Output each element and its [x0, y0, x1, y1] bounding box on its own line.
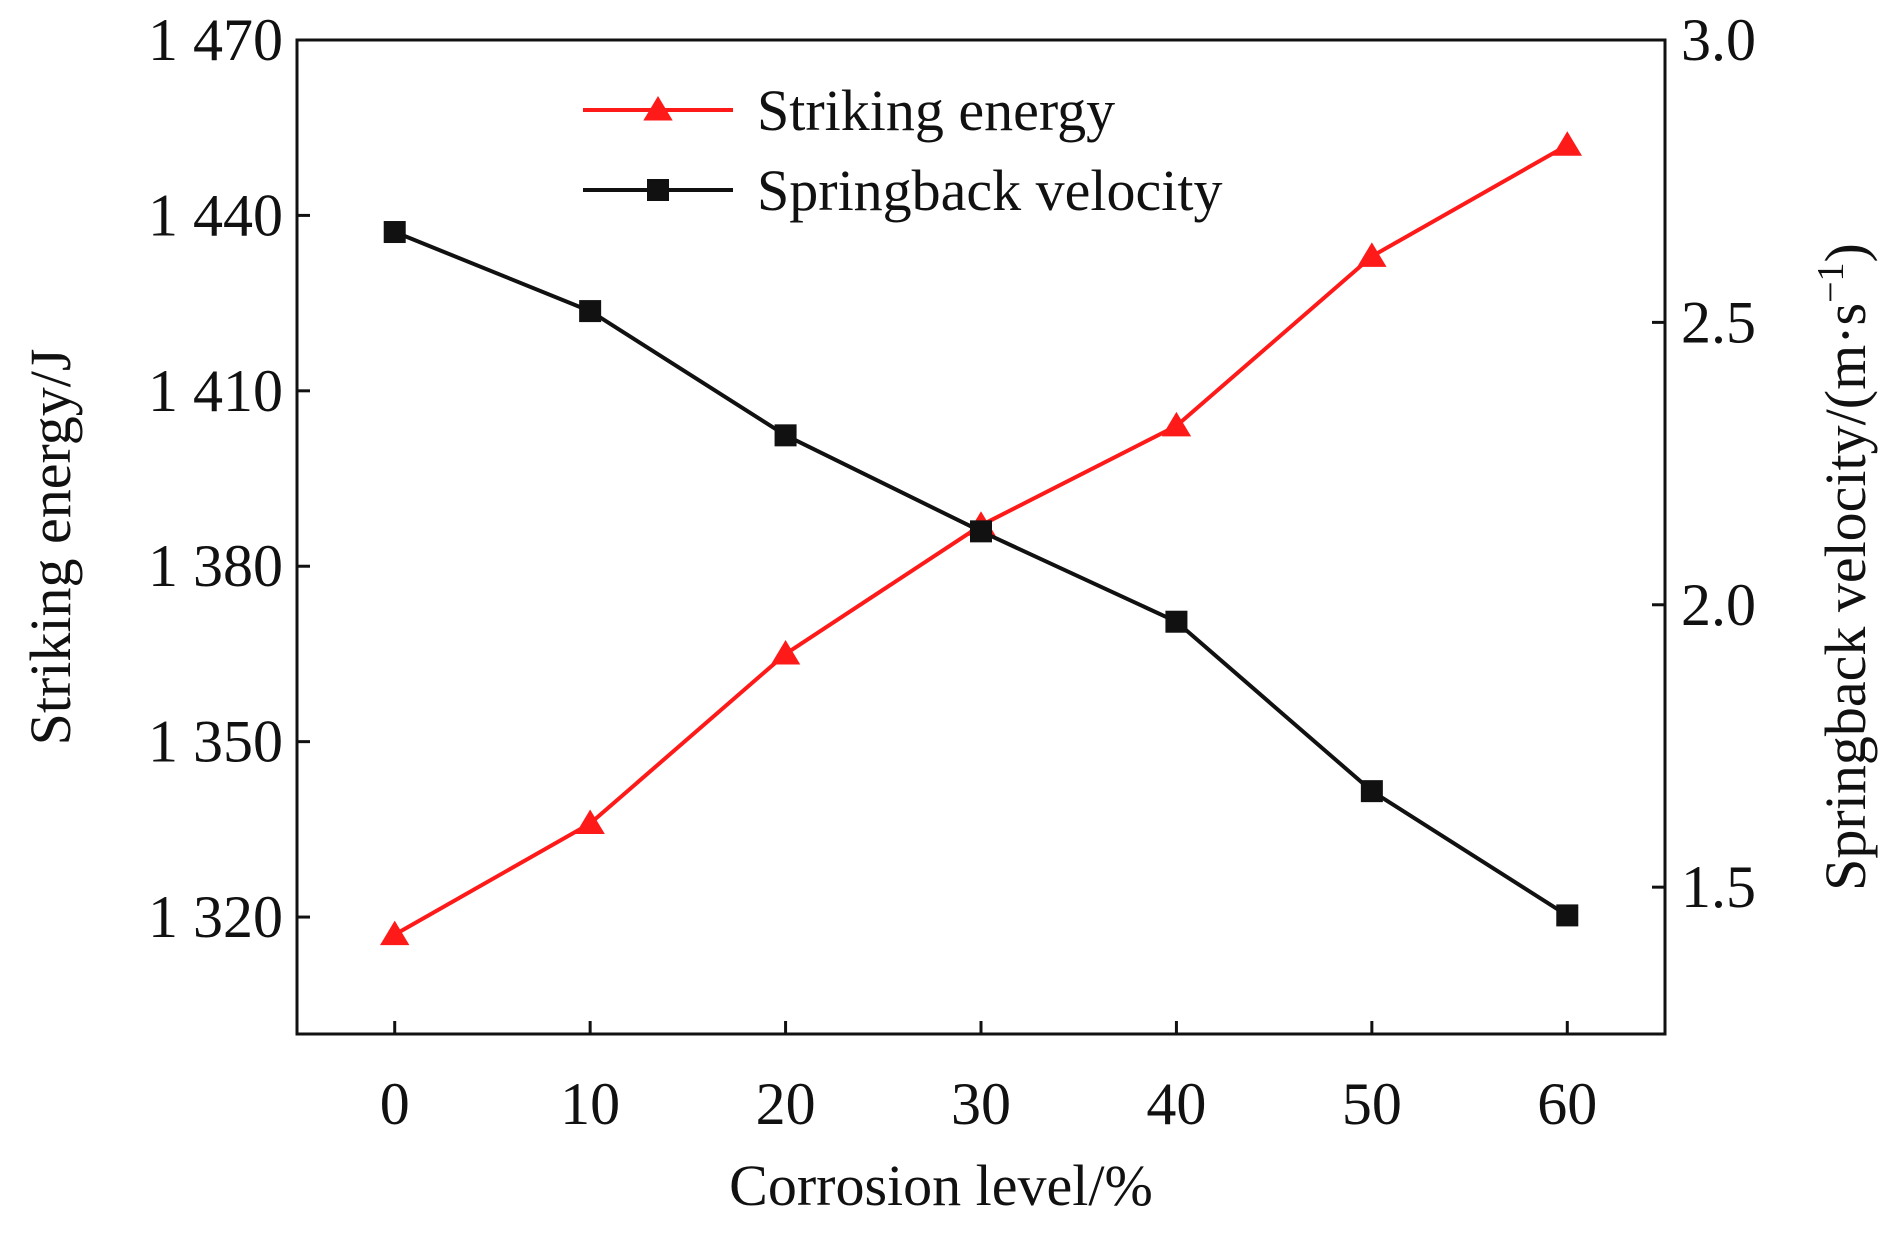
- legend-marker-triangle: [643, 96, 673, 121]
- series-line-springback-velocity: [393, 230, 1569, 918]
- y-right-tick-label: 2.0: [1681, 572, 1756, 638]
- data-point-square: [579, 300, 602, 323]
- x-tick-label: 20: [756, 1071, 816, 1137]
- series-layer: [380, 131, 1582, 946]
- axes-layer: 0 10 20 30 40 50 60 1 320 1 350 1 380 1 410 1 440 1 …: [148, 7, 1756, 1137]
- y-left-tick-label: 1 380: [148, 533, 283, 599]
- legend-marker-square: [647, 179, 669, 201]
- data-point-square: [1165, 610, 1188, 633]
- x-tick-label: 30: [951, 1071, 1011, 1137]
- x-tick-label: 0: [380, 1071, 410, 1137]
- x-tick-label: 10: [560, 1071, 620, 1137]
- y-left-tick-label: 1 470: [148, 7, 283, 73]
- x-tick-label: 40: [1146, 1071, 1206, 1137]
- data-point-triangle: [1161, 411, 1192, 437]
- y-axis-left-title: Striking energy/J: [18, 349, 83, 746]
- y-left-tick-label: 1 350: [148, 709, 283, 775]
- legend-label-springback-velocity: Springback velocity: [757, 158, 1223, 223]
- data-point-triangle: [1357, 242, 1387, 267]
- data-point-triangle: [575, 809, 605, 835]
- y-axis-right-title: Springback velocity/(m·s−1): [1810, 243, 1878, 891]
- data-point-square: [970, 520, 992, 543]
- data-point-triangle: [1552, 131, 1582, 156]
- legend: Striking energy Springback velocity: [583, 78, 1223, 223]
- y-right-tick-label: 2.5: [1681, 289, 1756, 355]
- legend-label-striking-energy: Striking energy: [757, 78, 1115, 143]
- y-axis-right-title-superscript: −1: [1810, 262, 1852, 302]
- data-point-square: [774, 424, 797, 447]
- x-axis-title: Corrosion level/%: [729, 1153, 1153, 1218]
- y-left-tick-label: 1 440: [148, 182, 283, 248]
- y-axis-right-title-close: ): [1813, 243, 1878, 262]
- data-point-triangle: [380, 920, 410, 946]
- y-right-tick-label: 3.0: [1681, 7, 1756, 73]
- data-point-square: [383, 221, 406, 244]
- data-point-triangle: [770, 639, 801, 665]
- y-axis-right-title-main: Springback velocity/(m·s: [1813, 303, 1878, 891]
- y-right-tick-label: 1.5: [1681, 854, 1756, 920]
- x-tick-label: 60: [1537, 1071, 1597, 1137]
- data-point-square: [1556, 904, 1579, 927]
- y-left-tick-label: 1 320: [148, 884, 283, 950]
- x-tick-label: 50: [1342, 1071, 1402, 1137]
- y-left-tick-label: 1 410: [148, 358, 283, 424]
- data-point-square: [1360, 780, 1383, 803]
